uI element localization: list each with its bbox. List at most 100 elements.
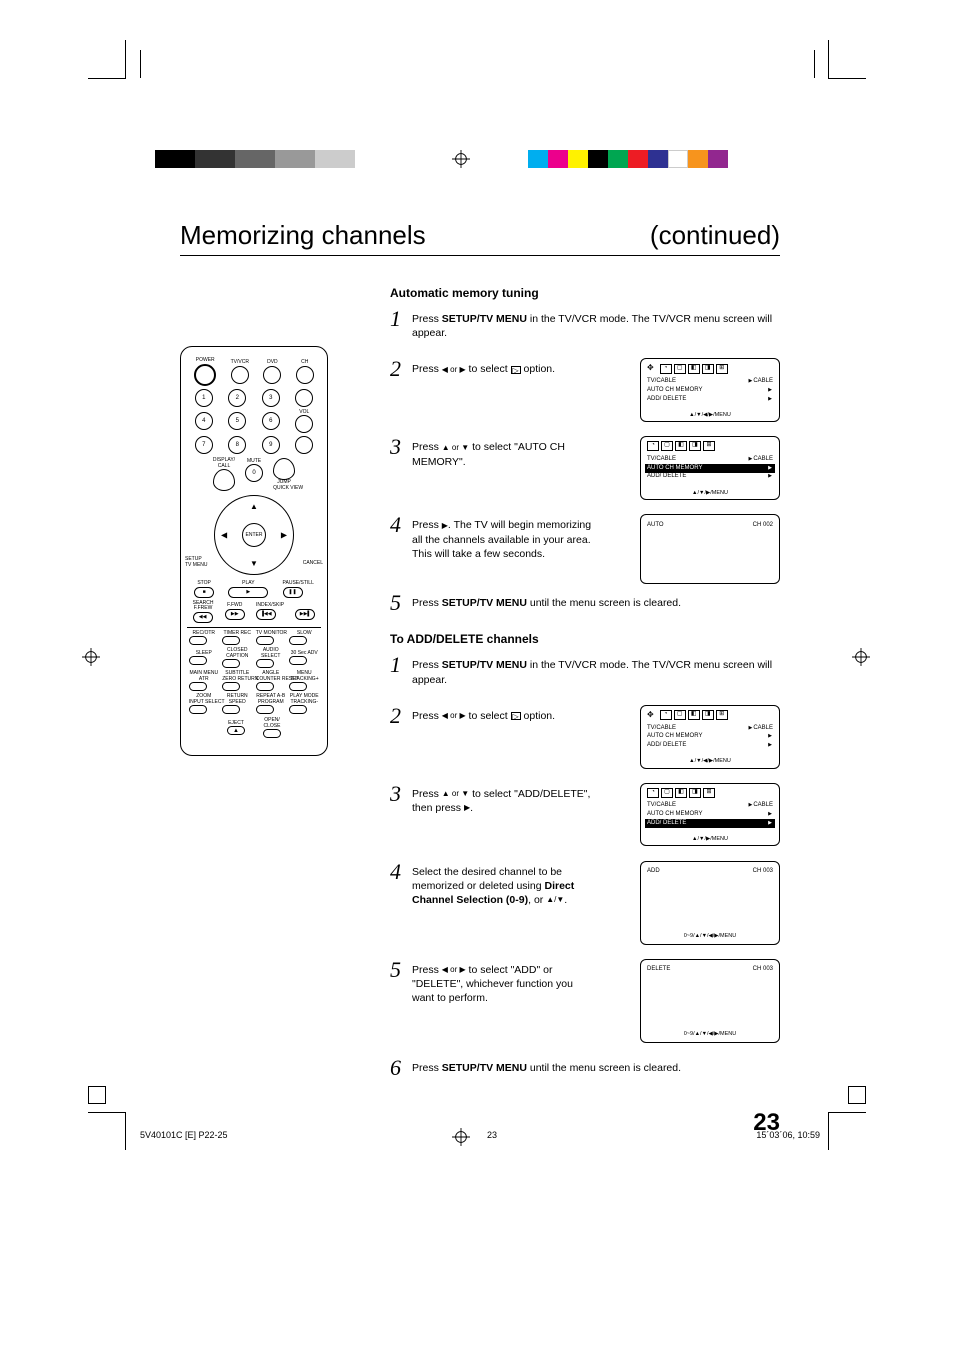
ffwd-label: F.FWD	[225, 603, 245, 609]
btn-label: 30 Sec ADV	[289, 651, 319, 657]
function-button[interactable]	[222, 705, 240, 714]
digit-4-button[interactable]: 4	[195, 412, 213, 430]
function-button[interactable]	[289, 705, 307, 714]
enter-button[interactable]: ENTER	[242, 523, 266, 547]
osd-screen-7: DELETECH 003 0~9/▲/▼/◀/▶/MENU	[640, 959, 780, 1043]
function-button[interactable]	[289, 682, 307, 691]
function-button[interactable]	[256, 659, 274, 668]
function-button[interactable]	[289, 636, 307, 645]
adddel-step-1: 1 Press SETUP/TV MENU in the TV/VCR mode…	[390, 654, 780, 686]
open-close-button[interactable]	[263, 729, 281, 738]
aux-icon: ⊞	[703, 788, 715, 798]
step-num: 6	[390, 1057, 412, 1079]
settings-icon: ◧	[675, 441, 687, 451]
lang-icon: ◨	[702, 364, 714, 374]
display-call-button[interactable]	[213, 469, 235, 491]
dpad-left-button[interactable]: ◀	[221, 531, 227, 540]
vol-down-button[interactable]	[295, 436, 313, 454]
function-button[interactable]	[189, 656, 207, 665]
digit-7-button[interactable]: 7	[195, 436, 213, 454]
digit-6-button[interactable]: 6	[262, 412, 280, 430]
remote-function-grid: REC/OTRTIMER RECTV MONITORSLOWSLEEPCLOSE…	[187, 631, 321, 715]
pause-button[interactable]: ❚❚	[283, 587, 303, 598]
footer-center: 23	[487, 1130, 497, 1140]
settings-icon: ◧	[688, 364, 700, 374]
power-button[interactable]	[194, 364, 216, 386]
footer-left: 5V40101C [E] P22-25	[140, 1130, 228, 1140]
osd-footer: ▲/▼/▶/MENU	[647, 836, 773, 843]
cursor-icon: ✥	[647, 710, 654, 720]
ffwd-button[interactable]: ▶▶	[225, 609, 245, 620]
skip-next-button[interactable]: ▶▶▌	[295, 609, 315, 620]
lang-icon: ◨	[702, 710, 714, 720]
function-button[interactable]	[256, 705, 274, 714]
dpad-up-button[interactable]: ▲	[250, 502, 258, 511]
clock-icon: ◔	[647, 441, 659, 451]
tvvcr-label: TV/VCR	[231, 360, 249, 366]
stop-button[interactable]: ■	[194, 587, 214, 598]
dpad-down-button[interactable]: ▼	[250, 559, 258, 568]
cropmark	[828, 1112, 829, 1150]
osd-screen-1: ✥◔▢◧◨⊞ TV/CABLECABLE AUTO CH MEMORY ADD/…	[640, 358, 780, 422]
adddel-step-3-wrap: 3 Press ▲ or ▼ to select "ADD/DELETE", t…	[390, 783, 780, 861]
clock-icon: ◔	[660, 710, 672, 720]
step-num: 3	[390, 436, 412, 458]
dpad-right-button[interactable]: ▶	[281, 531, 287, 540]
dvd-button[interactable]	[263, 366, 281, 384]
aux-icon: ⊞	[716, 710, 728, 720]
open-close-label: OPEN/ CLOSE	[263, 718, 281, 729]
step-text: Select the desired channel to be memoriz…	[412, 861, 592, 908]
function-button[interactable]	[189, 705, 207, 714]
jump-button[interactable]	[273, 458, 295, 480]
frew-button[interactable]: ◀◀	[193, 612, 213, 623]
cropmark	[828, 1112, 866, 1113]
digit-0-button[interactable]: 0	[245, 464, 263, 482]
ch-up-button[interactable]	[296, 366, 314, 384]
function-button[interactable]	[256, 682, 274, 691]
settings-icon: ◧	[688, 710, 700, 720]
adddel-step-5-wrap: 5 Press ◀ or ▶ to select "ADD" or "DELET…	[390, 959, 780, 1057]
digit-5-button[interactable]: 5	[228, 412, 246, 430]
function-button[interactable]	[222, 636, 240, 645]
tv-icon: ▢	[674, 364, 686, 374]
digit-3-button[interactable]: 3	[262, 389, 280, 407]
tvvcr-button[interactable]	[231, 366, 249, 384]
cropmark	[828, 40, 829, 78]
digit-8-button[interactable]: 8	[228, 436, 246, 454]
cropmark	[125, 40, 126, 78]
btn-label: CLOSED CAPTION	[222, 648, 252, 659]
step-text: Press SETUP/TV MENU until the menu scree…	[412, 1057, 780, 1075]
eject-button[interactable]: ▲	[227, 726, 245, 735]
tv-icon: ▢	[661, 441, 673, 451]
cropmark	[848, 1086, 866, 1104]
btn-label: REC/OTR	[189, 631, 219, 637]
display-call-label: DISPLAY/ CALL	[213, 458, 235, 469]
function-button[interactable]	[256, 636, 274, 645]
skip-prev-button[interactable]: ▐◀◀	[256, 609, 276, 620]
skip-label: INDEX/SKIP	[256, 603, 284, 609]
function-button[interactable]	[222, 682, 240, 691]
osd-footer: 0~9/▲/▼/◀/▶/MENU	[641, 1031, 779, 1038]
step-num: 1	[390, 654, 412, 676]
vol-up-button[interactable]	[295, 415, 313, 433]
function-button[interactable]	[289, 656, 307, 665]
digit-9-button[interactable]: 9	[262, 436, 280, 454]
function-button[interactable]	[189, 682, 207, 691]
function-button[interactable]	[222, 659, 240, 668]
digit-2-button[interactable]: 2	[228, 389, 246, 407]
ch-down-button[interactable]	[295, 389, 313, 407]
btn-label: RETURN SPEED	[222, 694, 252, 705]
frew-label: SEARCH F.FREW	[193, 601, 214, 612]
play-button[interactable]: ▶	[228, 587, 268, 598]
step-text: Press ◀ or ▶ to select "ADD" or "DELETE"…	[412, 959, 592, 1006]
adddel-title: To ADD/DELETE channels	[390, 632, 780, 646]
osd-screen-2: ◔▢◧◨⊞ TV/CABLECABLE AUTO CH MEMORY ADD/ …	[640, 436, 780, 500]
page-heading: Memorizing channels (continued)	[180, 220, 780, 256]
step-text: Press ◀ or ▶ to select ▷ option.	[412, 358, 592, 376]
auto-title: Automatic memory tuning	[390, 286, 780, 300]
digit-1-button[interactable]: 1	[195, 389, 213, 407]
cropmark	[125, 1112, 126, 1150]
function-button[interactable]	[189, 636, 207, 645]
color-bar-right	[528, 150, 728, 168]
footer-meta: 5V40101C [E] P22-25 23 15´03´06, 10:59	[140, 1130, 820, 1140]
